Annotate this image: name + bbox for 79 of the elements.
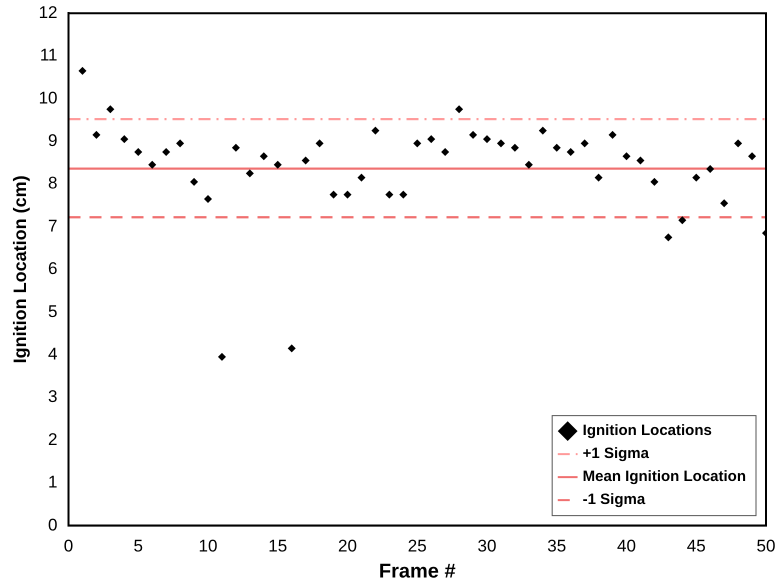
point (441, 148, 450, 156)
point (678, 216, 686, 224)
point (371, 126, 380, 135)
point (246, 169, 254, 178)
y-tick-label: 7 (48, 216, 58, 236)
point (218, 352, 226, 361)
point (427, 135, 436, 144)
x-tick-label: 30 (478, 536, 496, 556)
x-axis-title: Frame # (378, 560, 456, 583)
x-tick-label: 50 (756, 536, 776, 556)
point (357, 174, 366, 182)
point (148, 160, 156, 169)
point (330, 190, 338, 199)
point (302, 156, 310, 165)
point (78, 66, 86, 75)
point (204, 194, 212, 203)
point (274, 160, 282, 169)
y-tick-label: 6 (48, 259, 58, 278)
x-tick-label: 5 (134, 536, 143, 556)
point (510, 144, 519, 152)
x-tick-label: 10 (198, 536, 218, 556)
y-tick-label: 9 (48, 130, 58, 150)
point (650, 178, 658, 186)
point (120, 135, 128, 144)
point (92, 130, 100, 139)
point (455, 105, 464, 114)
y-tick-label: 12 (38, 2, 58, 22)
y-tick-label: 5 (48, 302, 58, 321)
point (134, 148, 142, 156)
point (190, 178, 198, 186)
legend-label: +1 Sigma (582, 445, 650, 462)
point (316, 139, 324, 148)
x-tick-label: 35 (547, 536, 566, 556)
point (413, 139, 422, 148)
point (344, 190, 352, 199)
point (260, 152, 268, 160)
y-tick-label: 11 (40, 46, 58, 65)
y-tick-label: 4 (48, 344, 58, 364)
point (106, 105, 114, 114)
point (720, 199, 728, 208)
legend-label: -1 Sigma (582, 491, 646, 508)
point (664, 233, 672, 242)
y-tick-label: 1 (48, 472, 58, 492)
point (538, 126, 547, 135)
point (162, 148, 170, 156)
point (176, 139, 184, 148)
point (483, 135, 492, 144)
point (385, 190, 394, 199)
point (524, 160, 533, 169)
point (580, 139, 589, 148)
y-tick-label: 2 (48, 430, 58, 449)
legend-label: Ignition Locations (582, 422, 712, 440)
x-tick-label: 25 (408, 536, 427, 556)
point (566, 148, 575, 156)
y-axis-title: Ignition Location (cm) (10, 175, 30, 364)
point (594, 174, 603, 182)
x-tick-label: 20 (338, 536, 357, 556)
point (622, 152, 630, 160)
point (636, 156, 644, 165)
point (288, 344, 296, 352)
x-tick-label: 0 (64, 536, 74, 556)
point (748, 152, 756, 160)
x-tick-label: 45 (686, 536, 706, 556)
point (692, 174, 700, 182)
point (399, 190, 408, 199)
point (608, 130, 617, 139)
y-tick-label: 0 (48, 515, 58, 534)
point (496, 139, 505, 148)
y-tick-label: 10 (38, 88, 58, 108)
x-tick-label: 40 (617, 536, 636, 556)
y-tick-label: 3 (48, 387, 58, 406)
point (706, 165, 714, 174)
x-tick-label: 15 (268, 536, 288, 556)
point (469, 130, 478, 139)
y-tick-label: 8 (48, 174, 58, 193)
point (552, 144, 561, 152)
point (734, 139, 742, 148)
legend-label: Mean Ignition Location (582, 468, 746, 486)
point (232, 144, 240, 152)
